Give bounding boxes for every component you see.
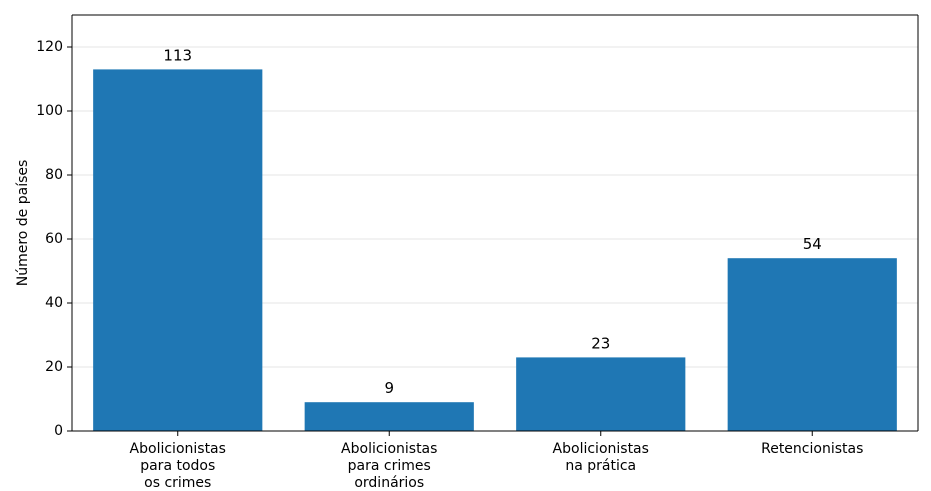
x-tick-label-line: para todos	[140, 458, 215, 474]
bar	[304, 402, 474, 431]
bar	[516, 357, 686, 431]
y-tick-label: 40	[45, 295, 63, 311]
bar-value-label: 54	[803, 235, 822, 253]
bar	[727, 258, 897, 431]
y-tick-label: 0	[54, 423, 63, 439]
x-tick-label: Abolicionistas na prática	[553, 441, 649, 474]
x-tick-label: Abolicionistas para todos os crimes	[130, 441, 226, 491]
x-ticks: Abolicionistas para todos os crimesAbolici…	[130, 431, 863, 491]
x-tick-label: Retencionistas	[761, 441, 863, 457]
y-ticks: 0 20 40 60 80 100 120	[36, 39, 72, 439]
data-labels: 113 9 23 54	[163, 46, 821, 397]
y-tick-label: 100	[36, 103, 63, 119]
axes	[71, 14, 919, 432]
x-tick-label-line: os crimes	[144, 475, 211, 491]
x-tick-label-line: ordinários	[354, 475, 424, 491]
x-tick-label-line: Abolicionistas	[553, 441, 649, 457]
x-tick-label-line: Retencionistas	[761, 441, 863, 457]
x-tick-label-line: para crimes	[348, 458, 431, 474]
x-tick-label-line: Abolicionistas	[130, 441, 226, 457]
y-tick-label: 120	[36, 39, 63, 55]
x-tick-label: Abolicionistas para crimes ordinários	[341, 441, 437, 491]
x-tick-label-line: Abolicionistas	[341, 441, 437, 457]
bar-value-label: 113	[163, 46, 192, 64]
y-tick-label: 60	[45, 231, 63, 247]
x-tick-label-line: na prática	[565, 458, 636, 474]
y-tick-label: 20	[45, 359, 63, 375]
bar-value-label: 23	[591, 334, 610, 352]
bar	[93, 69, 263, 432]
y-tick-label: 80	[45, 167, 63, 183]
bars	[93, 69, 897, 432]
bar-value-label: 9	[384, 379, 394, 397]
y-axis-title: Número de países	[15, 160, 31, 287]
